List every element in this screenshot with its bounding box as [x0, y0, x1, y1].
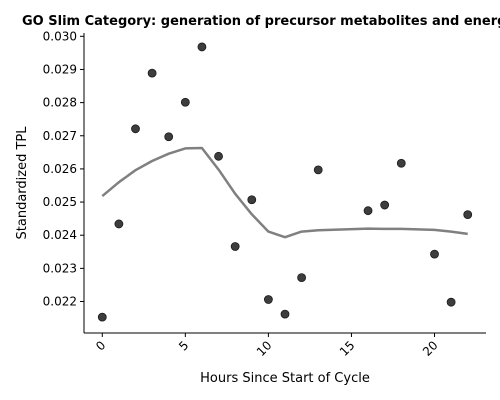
y-axis-label: Standardized TPL: [15, 126, 30, 240]
data-point: [164, 132, 174, 142]
y-tick-label: 0.023: [43, 261, 77, 275]
y-tick-label: 0.026: [43, 162, 77, 176]
data-point: [147, 68, 157, 78]
data-point: [363, 206, 373, 216]
y-tick-label: 0.027: [43, 129, 77, 143]
y-tick-label: 0.022: [43, 295, 77, 309]
y-tick-label: 0.029: [43, 62, 77, 76]
data-point: [131, 124, 140, 134]
data-point: [197, 42, 207, 52]
x-tick-label: 10: [254, 338, 275, 359]
data-point: [280, 309, 290, 319]
data-point: [263, 295, 273, 304]
chart-title: GO Slim Category: generation of precurso…: [22, 14, 500, 29]
data-point: [380, 200, 390, 210]
data-point: [114, 219, 124, 229]
data-point: [313, 165, 323, 175]
y-tick-label: 0.024: [43, 228, 77, 242]
y-tick-label: 0.030: [43, 29, 77, 43]
data-point: [97, 312, 107, 322]
x-tick-label: 20: [420, 338, 441, 359]
x-tick-label: 15: [337, 338, 358, 359]
x-tick-label: 5: [176, 338, 191, 353]
data-point: [214, 151, 223, 161]
data-point: [396, 158, 406, 168]
y-tick-label: 0.028: [43, 96, 77, 110]
x-tick-label: 0: [93, 338, 108, 353]
data-point: [180, 97, 190, 107]
y-tick-label: 0.025: [43, 195, 77, 209]
trend-line: [101, 146, 468, 239]
data-point: [297, 273, 307, 283]
data-point: [446, 297, 456, 307]
data-point: [463, 210, 473, 220]
x-axis-label: Hours Since Start of Cycle: [200, 371, 370, 386]
data-point: [230, 242, 240, 251]
data-point: [430, 249, 439, 259]
data-point: [247, 195, 257, 205]
